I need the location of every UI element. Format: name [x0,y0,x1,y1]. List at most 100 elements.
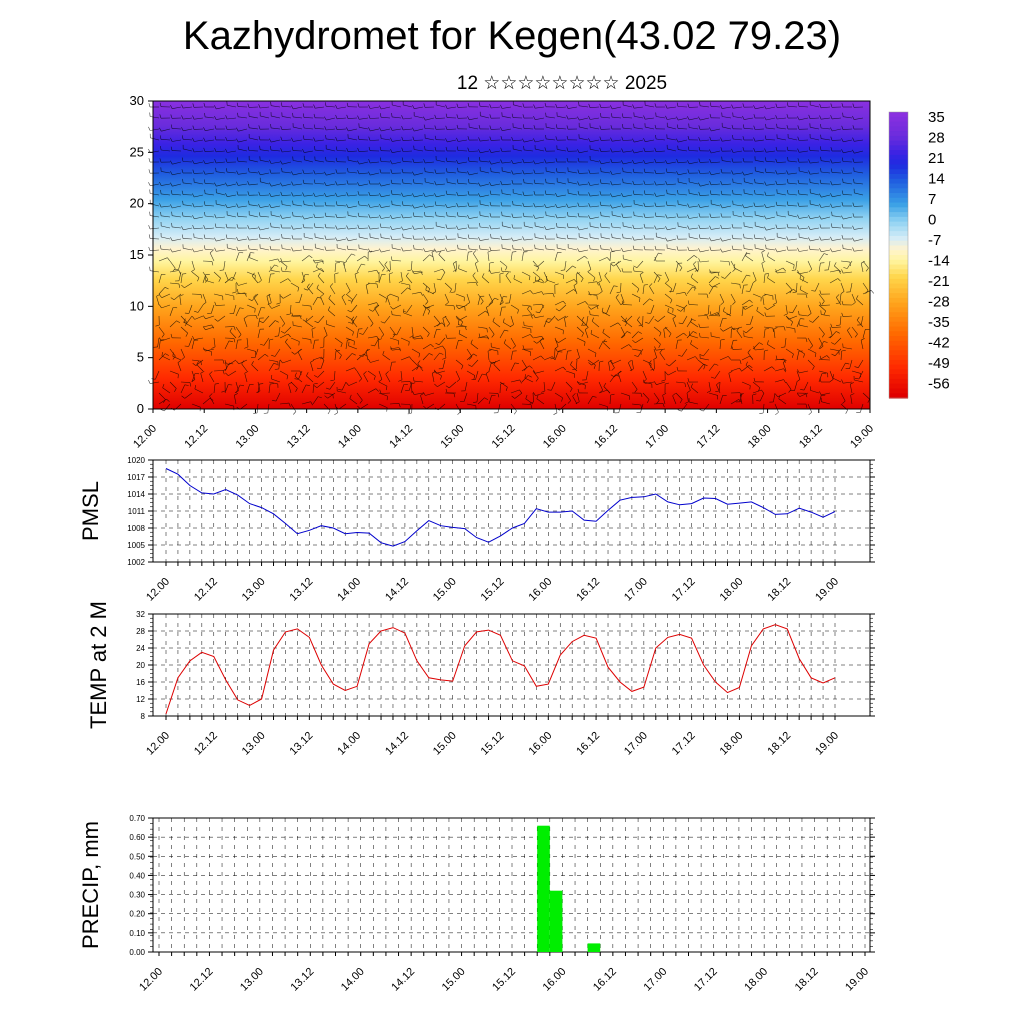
wind-barb-flag [742,158,745,162]
wind-barb-flag [305,384,310,386]
wind-barb-flag [676,102,679,107]
wind-barb [157,337,160,347]
wind-barb [463,392,468,402]
colorbar-segment [889,274,908,280]
wind-barb-flag [709,213,712,218]
wind-barb [351,293,358,302]
wind-barb [854,379,864,383]
wind-barb [348,381,358,386]
wind-barb [752,271,757,281]
wind-barb-flag [683,332,687,337]
colorbar-segment [889,288,908,294]
wind-barb [711,271,721,274]
wind-barb [513,192,523,196]
wind-barb-flag [427,333,430,337]
wind-barb-flag [556,124,558,129]
wind-barb [183,248,193,251]
wind-barb-flag [638,324,643,327]
wind-barb [818,253,825,262]
wind-barb [688,249,699,251]
pmsl-y-tick-label: 1014 [127,490,145,499]
wind-barb [565,265,573,273]
wind-barb-flag [181,169,184,174]
wind-barb [623,225,633,229]
wind-barb [180,348,185,358]
wind-barb [271,304,281,309]
wind-barb [829,331,837,339]
wind-barb-flag [617,322,621,326]
wind-barb [513,248,523,251]
wind-barb-flag [632,339,636,344]
wind-barb-flag [799,285,802,290]
wind-barb [180,381,191,383]
wind-barb [719,339,722,350]
wind-barb [402,128,413,131]
wind-barb [388,273,391,284]
wind-barb-flag [657,278,661,283]
wind-barb [609,251,611,262]
wind-barb [832,377,842,383]
wind-barb [400,337,410,342]
wind-barb [631,348,641,351]
wind-barb [776,183,787,185]
pmsl-x-tick-label: 12.00 [144,576,172,604]
wind-barb-flag [591,317,594,322]
wind-barb-flag [628,359,632,364]
wind-barb [755,160,765,163]
wind-barb [634,238,644,241]
wind-barb-flag [324,171,327,176]
wind-barb-flag [314,146,316,151]
wind-barb [172,205,182,209]
wind-barb [488,362,492,372]
wind-barb-flag [467,234,470,239]
wind-barb-flag [687,169,690,174]
wind-barb [499,329,505,339]
pmsl-y-tick-label: 1002 [127,558,145,567]
wind-barb-flag [456,225,459,230]
wind-barb [821,194,831,198]
wind-barb-flag [762,294,767,297]
wind-barb-flag [841,157,844,162]
wind-barb-flag [644,284,649,286]
wind-barb-flag [787,102,789,107]
wind-barb-flag [732,189,734,194]
wind-barb [699,238,710,240]
wind-barb-flag [248,298,253,301]
wind-barb-flag [382,350,385,355]
wind-barb-flag [345,382,349,386]
wind-barb [301,384,307,394]
wind-barb [648,315,655,324]
wind-barb-flag [158,294,163,298]
wind-barb-flag [390,126,393,131]
wind-barb-flag [434,169,437,174]
wind-barb-flag [297,349,302,353]
wind-barb-flag [698,182,701,187]
wind-barb-flag [191,316,195,320]
wind-barb-flag [601,307,604,312]
wind-barb [422,282,430,290]
wind-barb [667,126,677,130]
wind-barb [158,392,166,400]
wind-barb [618,403,622,413]
wind-barb-flag [556,168,558,173]
wind-barb-flag [830,136,833,141]
wind-barb [381,249,391,253]
wind-barb [575,273,578,284]
wind-barb-flag [841,350,846,352]
wind-barb [546,227,556,230]
wind-barb-flag [170,297,175,301]
wind-barb-flag [604,272,608,276]
wind-barb-flag [423,103,426,108]
wind-barb [341,381,347,391]
wind-barb [171,128,182,130]
wind-barb-flag [610,251,615,253]
colorbar-segment [889,345,908,351]
wind-barb [666,183,677,186]
wind-barb [356,255,365,262]
wind-barb-flag [379,223,382,228]
wind-barb [458,248,468,251]
wind-barb-flag [753,346,756,351]
wind-barb-flag [852,149,855,154]
wind-barb [396,326,402,336]
wind-barb-flag [600,113,602,118]
